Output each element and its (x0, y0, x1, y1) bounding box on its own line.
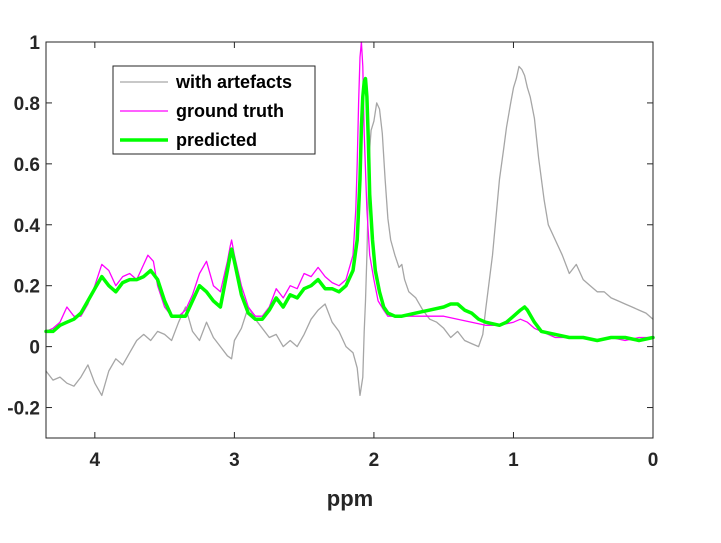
x-tick-label: 3 (229, 450, 240, 471)
y-tick-label: 0.6 (14, 155, 40, 176)
legend-label-0: with artefacts (175, 72, 292, 92)
y-tick-label: 0 (29, 338, 40, 359)
y-tick-label: 0.4 (14, 216, 41, 237)
plot-frame (45, 41, 654, 439)
tick-layer: 4 3 2 1 0 -0.2 0 0.2 0.4 0.6 0.8 1 (7, 33, 658, 471)
series-layer (44, 41, 655, 397)
x-tick-label: 0 (648, 450, 659, 471)
legend-label-1: ground truth (176, 101, 284, 121)
legend: with artefacts ground truth predicted (112, 65, 316, 155)
x-tick-label: 1 (508, 450, 519, 471)
x-tick-label: 2 (369, 450, 380, 471)
x-axis-title: ppm (327, 486, 373, 511)
series-line-2 (44, 76, 655, 343)
y-tick-label: 0.8 (14, 94, 40, 115)
y-tick-label: 1 (29, 33, 40, 54)
series-line-0 (45, 65, 654, 397)
y-tick-label: 0.2 (14, 277, 40, 298)
y-tick-label: -0.2 (7, 399, 40, 420)
legend-entries: with artefacts ground truth predicted (120, 72, 292, 150)
x-tick-label: 4 (90, 450, 101, 471)
legend-label-2: predicted (176, 130, 257, 150)
